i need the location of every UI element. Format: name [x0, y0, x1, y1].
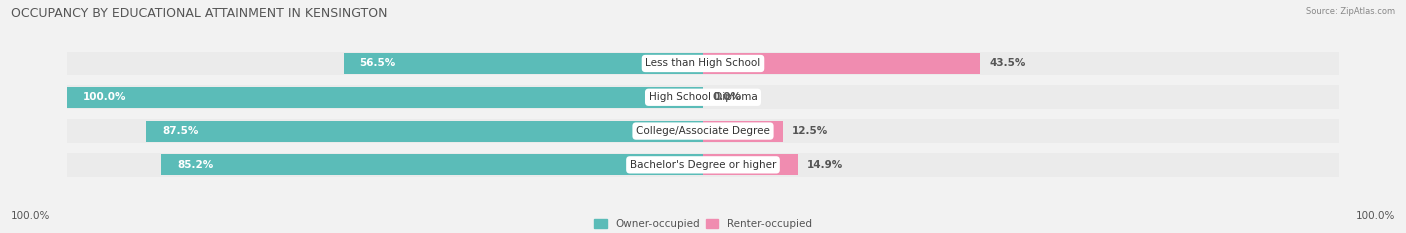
Text: Less than High School: Less than High School	[645, 58, 761, 69]
Bar	[67, 86, 1339, 109]
Text: 100.0%: 100.0%	[1355, 211, 1395, 221]
Bar	[703, 121, 783, 141]
Bar	[67, 52, 1339, 75]
Text: 0.0%: 0.0%	[713, 92, 741, 102]
Text: High School Diploma: High School Diploma	[648, 92, 758, 102]
Bar	[343, 53, 703, 74]
Text: 100.0%: 100.0%	[11, 211, 51, 221]
Text: 100.0%: 100.0%	[83, 92, 127, 102]
Text: OCCUPANCY BY EDUCATIONAL ATTAINMENT IN KENSINGTON: OCCUPANCY BY EDUCATIONAL ATTAINMENT IN K…	[11, 7, 388, 20]
Text: 85.2%: 85.2%	[177, 160, 214, 170]
Text: 14.9%: 14.9%	[807, 160, 844, 170]
Text: Bachelor's Degree or higher: Bachelor's Degree or higher	[630, 160, 776, 170]
Bar	[146, 121, 703, 141]
Text: 12.5%: 12.5%	[792, 126, 828, 136]
Text: 87.5%: 87.5%	[162, 126, 198, 136]
Bar	[67, 153, 1339, 177]
Legend: Owner-occupied, Renter-occupied: Owner-occupied, Renter-occupied	[591, 215, 815, 233]
Bar	[162, 154, 703, 175]
Bar	[703, 154, 797, 175]
Bar	[67, 119, 1339, 143]
Bar	[703, 53, 980, 74]
Text: College/Associate Degree: College/Associate Degree	[636, 126, 770, 136]
Text: 43.5%: 43.5%	[990, 58, 1025, 69]
Text: 56.5%: 56.5%	[360, 58, 395, 69]
Text: Source: ZipAtlas.com: Source: ZipAtlas.com	[1306, 7, 1395, 16]
Bar	[67, 87, 703, 108]
